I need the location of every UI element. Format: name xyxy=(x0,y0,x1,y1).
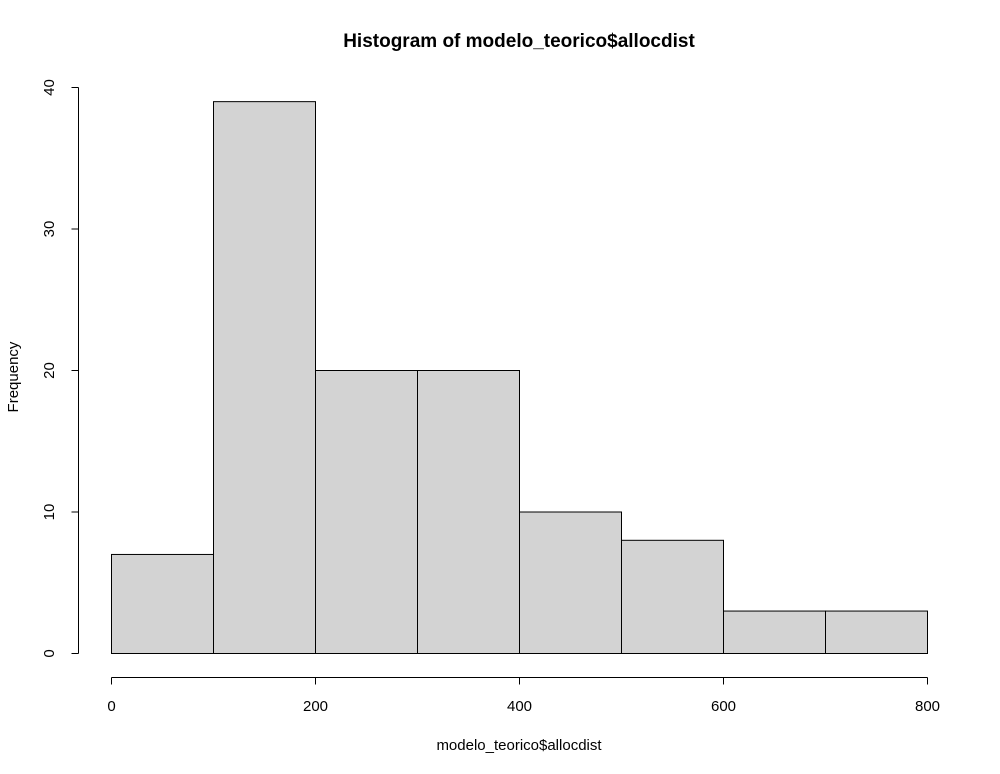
x-tick-label: 0 xyxy=(107,698,115,715)
histogram-bar xyxy=(825,610,928,654)
histogram-bar xyxy=(315,370,418,654)
y-tick-label: 0 xyxy=(41,649,58,657)
x-tick-label: 800 xyxy=(915,698,940,715)
y-tick-label: 30 xyxy=(41,221,58,238)
y-tick-label: 20 xyxy=(41,362,58,379)
x-tick-label: 400 xyxy=(507,698,532,715)
chart-title: Histogram of modelo_teorico$allocdist xyxy=(343,31,695,52)
histogram-bar xyxy=(111,553,214,655)
histogram-bar xyxy=(621,539,724,654)
x-axis-label: modelo_teorico$allocdist xyxy=(436,737,602,754)
x-tick-label: 200 xyxy=(303,698,328,715)
histogram-bar xyxy=(417,370,520,654)
x-tick-label: 600 xyxy=(711,698,736,715)
bars-group xyxy=(111,101,928,655)
y-tick-label: 40 xyxy=(41,79,58,96)
histogram-bar xyxy=(723,610,826,654)
y-axis: 0 10 20 30 40 xyxy=(41,79,79,658)
x-axis: 0 200 400 600 800 xyxy=(107,677,940,715)
y-tick-label: 10 xyxy=(41,504,58,521)
y-axis-label: Frequency xyxy=(5,341,22,412)
histogram-bar xyxy=(213,101,316,654)
histogram-bar xyxy=(519,511,622,654)
